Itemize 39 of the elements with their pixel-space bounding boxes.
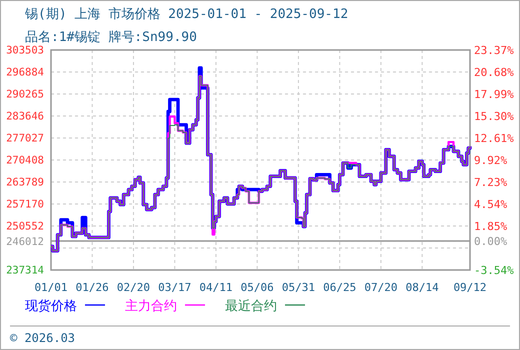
y-tick-label: 237314 [6,264,44,277]
chart-subtitle: 品名:1#锡锭 牌号:Sn99.90 [25,30,197,45]
x-tick-label: 01/01 [34,281,68,294]
x-tick-label: 08/14 [406,281,440,294]
y2-tick-label: 20.68% [474,66,514,79]
text: © 2026.03 [10,331,76,345]
x-tick-label: 04/11 [199,281,233,294]
x-tick-label: 07/20 [364,281,398,294]
y2-tick-label: 9.92% [474,154,508,167]
legend-label: 现货价格 [25,299,77,314]
y-tick-label: 277027 [6,132,44,145]
legend-label: 最近合约 [225,299,277,314]
x-tick-label: 05/06 [240,281,274,294]
y-tick-label: 303503 [6,44,44,57]
y-tick-label: 270408 [6,154,44,167]
y-tick-label: 250552 [6,220,44,233]
y-tick-label: 290265 [6,88,44,101]
y2-tick-label: 0.00% [474,234,508,248]
x-tick-label: 06/25 [323,281,356,294]
x-tick-label: 03/17 [158,281,192,294]
chart-title: 锡(期) 上海 市场价格 2025-01-01 - 2025-09-12 [24,7,348,22]
y2-tick-label: 1.85% [474,220,508,233]
legend-label: 主力合约 [125,298,177,314]
x-tick-label: 05/31 [282,281,316,294]
y2-tick-label: 4.54% [474,198,508,211]
y2-tick-label: 23.37% [474,44,514,57]
y-tick-label: 283646 [6,110,44,123]
x-tick-label: 01/26 [76,281,109,294]
y2-tick-label: 17.99% [474,88,514,101]
y2-tick-label: 15.30% [474,110,514,123]
y2-tick-label: -3.54% [474,264,514,277]
y-tick-label: 263789 [6,176,44,189]
y2-tick-label: 7.23% [474,176,508,189]
x-tick-label: 09/12 [453,281,487,294]
y-tick-label: 296884 [6,66,44,79]
x-tick-label: 02/20 [116,281,150,294]
y-tick-label: 246012 [6,236,44,248]
y2-tick-label: 12.61% [474,132,514,145]
y-tick-label: 257170 [6,198,44,211]
